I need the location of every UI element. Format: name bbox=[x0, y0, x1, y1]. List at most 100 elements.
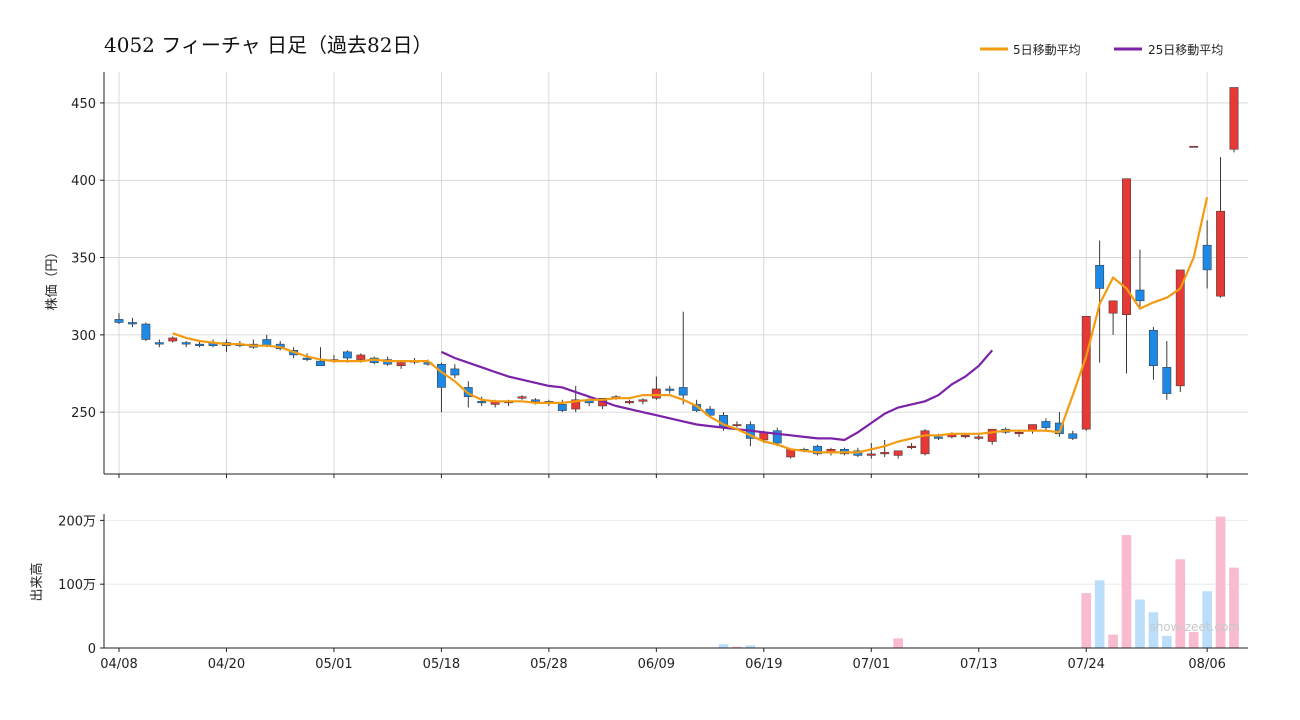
candle-down bbox=[316, 360, 325, 367]
candle-up bbox=[168, 337, 178, 342]
candle-up bbox=[356, 354, 366, 360]
volume-bar bbox=[1135, 599, 1145, 648]
x-tick-label: 05/18 bbox=[423, 657, 460, 672]
candle-down bbox=[1095, 265, 1105, 289]
candle-up bbox=[517, 396, 527, 399]
candle-down bbox=[1148, 329, 1158, 367]
candle-down bbox=[463, 387, 473, 397]
candle-down bbox=[1202, 244, 1212, 271]
candle-up bbox=[1229, 87, 1239, 150]
candle-down bbox=[181, 342, 191, 345]
legend: 5日移動平均 25日移動平均 bbox=[980, 43, 1223, 57]
price-panel: 250 300 350 400 450 株価（円） bbox=[45, 72, 1248, 478]
candle-down bbox=[1041, 421, 1051, 428]
volume-frame bbox=[103, 514, 1248, 649]
volume-bar bbox=[1081, 593, 1092, 648]
volume-bar bbox=[1148, 612, 1159, 648]
candle-up bbox=[907, 445, 917, 448]
x-tick-label: 06/19 bbox=[745, 657, 782, 672]
volume-grid bbox=[104, 519, 1248, 585]
x-tick-label: 05/28 bbox=[530, 657, 567, 672]
x-tick-label: 08/06 bbox=[1188, 657, 1225, 672]
candle-up bbox=[1014, 432, 1024, 435]
candle-up bbox=[1216, 210, 1225, 297]
volume-bar bbox=[1215, 516, 1226, 648]
price-frame bbox=[103, 72, 1248, 478]
candle-up bbox=[1081, 316, 1091, 430]
candle-down bbox=[154, 342, 164, 345]
x-tick-label: 07/13 bbox=[960, 657, 997, 672]
candle-up bbox=[1108, 300, 1118, 314]
volume-bars bbox=[114, 516, 1239, 649]
volume-tick-label: 0 bbox=[88, 642, 96, 657]
volume-bar bbox=[1175, 559, 1186, 648]
candle-up bbox=[1175, 269, 1185, 387]
candle-down bbox=[665, 388, 675, 391]
x-tick-label: 06/09 bbox=[638, 657, 675, 672]
candle-up bbox=[893, 450, 903, 456]
candle-up bbox=[571, 399, 581, 410]
candle-down bbox=[1135, 289, 1145, 302]
candle-down bbox=[557, 404, 567, 411]
volume-tick-label: 100万 bbox=[58, 578, 96, 593]
candle-up bbox=[651, 388, 661, 399]
price-y-axis-label: 株価（円） bbox=[45, 245, 60, 310]
x-tick-label: 05/01 bbox=[315, 657, 352, 672]
candle-down bbox=[692, 404, 702, 411]
x-axis: 04/08 04/20 05/01 05/18 05/28 06/09 06/19 07/01… bbox=[100, 648, 1226, 672]
x-tick-label: 04/08 bbox=[100, 657, 137, 672]
volume-bar bbox=[745, 645, 756, 648]
candle-up bbox=[960, 435, 970, 438]
candle-down bbox=[195, 343, 205, 346]
volume-bar bbox=[1161, 635, 1172, 648]
candle-down bbox=[450, 368, 460, 376]
legend-label-ma5: 5日移動平均 bbox=[1013, 43, 1081, 57]
volume-bar bbox=[732, 646, 742, 648]
volume-bar bbox=[1202, 591, 1212, 648]
price-grid bbox=[104, 72, 1248, 474]
volume-bar bbox=[893, 638, 903, 648]
candle-down bbox=[114, 319, 124, 323]
candle-up bbox=[1122, 178, 1131, 315]
x-tick-label: 07/24 bbox=[1067, 657, 1104, 672]
volume-bar bbox=[1188, 632, 1199, 648]
candle-up bbox=[866, 453, 876, 456]
candle-down bbox=[128, 322, 137, 325]
volume-bar bbox=[718, 644, 729, 648]
candle-down bbox=[477, 401, 487, 404]
candle-up bbox=[880, 452, 890, 455]
candle-down bbox=[1054, 422, 1064, 435]
candle-up bbox=[638, 399, 648, 402]
candle-down bbox=[342, 351, 352, 359]
price-tick-label: 300 bbox=[71, 329, 96, 344]
volume-y-axis-label: 出来高 bbox=[29, 562, 45, 601]
price-tick-label: 250 bbox=[71, 406, 96, 421]
price-tick-label: 350 bbox=[71, 252, 96, 267]
candle-down bbox=[813, 445, 822, 455]
price-y-axis: 250 300 350 400 450 bbox=[71, 97, 104, 421]
volume-bar bbox=[1229, 567, 1239, 648]
candle-down bbox=[1162, 367, 1172, 394]
price-tick-label: 400 bbox=[71, 174, 96, 189]
candle-down bbox=[678, 387, 688, 396]
candle-up bbox=[974, 436, 984, 439]
candle-up bbox=[396, 362, 406, 367]
ma5-line bbox=[172, 196, 1209, 454]
volume-bar bbox=[1108, 634, 1118, 648]
candle-down bbox=[772, 430, 782, 444]
legend-label-ma25: 25日移動平均 bbox=[1148, 43, 1223, 57]
x-tick-label: 07/01 bbox=[853, 657, 890, 672]
candle-up bbox=[920, 430, 930, 455]
candle-down bbox=[531, 399, 540, 402]
volume-bar bbox=[1094, 580, 1105, 648]
candle-up bbox=[625, 401, 634, 404]
chart-title: 4052 フィーチャ 日足（過去82日） bbox=[104, 33, 432, 57]
ma25-line bbox=[440, 349, 994, 442]
candle-up bbox=[1189, 145, 1199, 148]
candle-down bbox=[141, 323, 151, 340]
price-tick-label: 450 bbox=[71, 97, 96, 112]
candle-down bbox=[302, 357, 312, 360]
candle-down bbox=[436, 363, 446, 388]
